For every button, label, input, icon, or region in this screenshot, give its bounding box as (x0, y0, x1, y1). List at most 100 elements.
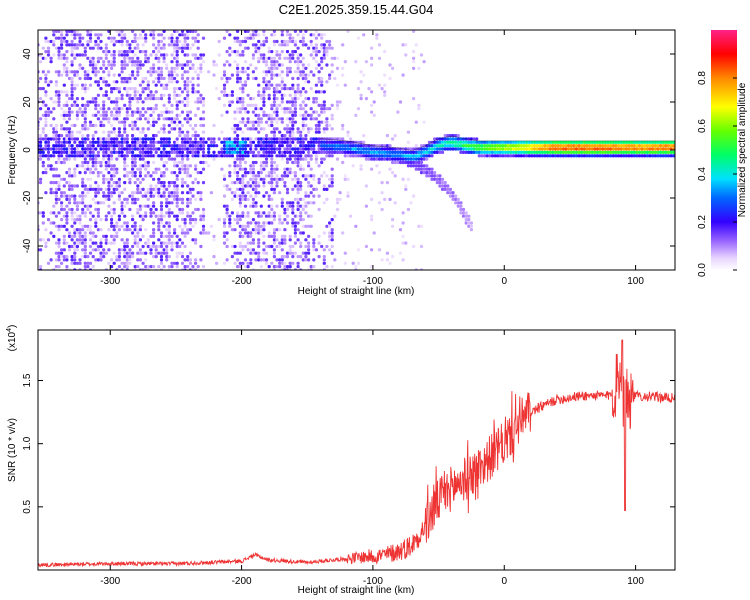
spectrogram-cell (637, 140, 642, 144)
spectrogram-cell (73, 83, 77, 87)
spectrogram-cell (254, 137, 258, 141)
spectrogram-cell (165, 63, 169, 67)
spectrogram-cell (535, 144, 539, 148)
spectrogram-cell (280, 80, 284, 84)
spectrogram-cell (461, 211, 466, 215)
spectrogram-cell (335, 147, 340, 151)
spectrogram-cell (188, 201, 192, 205)
spectrogram-cell (157, 113, 161, 117)
spectrogram-cell (233, 167, 237, 171)
spectrogram-cell (362, 33, 366, 37)
spectrogram-cell (538, 147, 542, 151)
spectrogram-cell (131, 137, 135, 141)
spectrogram-cell (477, 144, 481, 148)
spectrogram-cell (104, 241, 108, 245)
spectrogram-cell (280, 70, 284, 74)
spectrogram-cell (285, 150, 290, 154)
spectrogram-cell (128, 97, 132, 101)
spectrogram-cell (259, 120, 263, 124)
spectrogram-cell (307, 248, 311, 252)
spectrogram-cell (162, 191, 166, 195)
spectrogram-cell (307, 73, 311, 77)
spectrogram-cell (320, 103, 324, 107)
spectrogram-cell (170, 73, 174, 77)
spectrogram-cell (41, 130, 45, 134)
spectrogram-cell (270, 157, 274, 161)
spectrogram-cell (57, 238, 61, 242)
spectrogram-cell (233, 157, 237, 161)
spectrogram-cell (173, 39, 177, 44)
spectrogram-cell (257, 255, 261, 259)
spectrogram-cell (601, 144, 605, 148)
spectrogram-cell (125, 265, 129, 269)
spectrogram-cell (270, 177, 274, 181)
spectrogram-cell (60, 33, 64, 37)
spectrogram-cell (75, 30, 79, 33)
spectrogram-cell (330, 70, 334, 74)
spectrogram-cell (136, 100, 140, 104)
spectrogram-cell (128, 251, 132, 255)
spectrogram-cell (128, 60, 132, 64)
spectrogram-cell (645, 147, 649, 151)
spectrogram-cell (309, 174, 313, 178)
spectrogram-cell (280, 93, 284, 97)
spectrogram-cell (370, 167, 374, 171)
spectrogram-cell (401, 150, 405, 154)
spectrogram-cell (293, 214, 297, 218)
spectrogram-cell (288, 244, 292, 249)
spectrogram-cell (249, 127, 253, 131)
spectrogram-cell (128, 171, 132, 175)
spectrogram-cell (83, 46, 87, 50)
spectrogram-cell (60, 204, 64, 208)
spectrogram-cell (259, 56, 263, 60)
spectrogram-cell (343, 174, 347, 178)
spectrogram-cell (278, 221, 282, 225)
spectrogram-cell (99, 147, 103, 151)
spectrogram-cell (144, 117, 148, 121)
spectrogram-cell (370, 90, 374, 94)
spectrogram-cell (653, 144, 657, 148)
spectrogram-cell (498, 147, 502, 151)
spectrogram-cell (52, 117, 56, 121)
spectrogram-cell (136, 244, 140, 249)
spectrogram-cell (141, 90, 145, 94)
spectrogram-cell (138, 50, 142, 54)
spectrogram-cell (67, 207, 72, 212)
spectrogram-cell (102, 60, 106, 64)
spectrogram-cell (49, 60, 53, 64)
spectrogram-cell (149, 107, 153, 111)
spectrogram-cell (73, 211, 77, 215)
spectrogram-cell (136, 107, 140, 111)
spectrogram-cell (370, 214, 374, 218)
spectrogram-cell (398, 150, 403, 154)
spectrogram-cell (125, 107, 129, 111)
spectrogram-cell (464, 140, 468, 144)
spectrogram-cell (496, 154, 500, 158)
spectrogram-cell (94, 140, 98, 144)
spectrogram-cell (141, 150, 145, 154)
spectrogram-cell (180, 167, 185, 171)
spectrogram-cell (65, 90, 69, 94)
spectrogram-cell (81, 113, 85, 117)
spectrogram-cell (609, 154, 613, 158)
spectrogram-cell (199, 53, 203, 57)
spectrogram-cell (559, 140, 563, 144)
spectrogram-cell (419, 154, 424, 158)
spectrogram-cell (341, 140, 345, 144)
spectrogram-cell (54, 36, 58, 40)
spectrogram-cell (603, 147, 607, 151)
spectrogram-cell (291, 261, 295, 265)
spectrogram-cell (404, 53, 408, 57)
spectrogram-cell (293, 107, 297, 111)
spectrogram-cell (259, 167, 263, 171)
spectrogram-cell (88, 218, 93, 222)
spectrogram-cell (83, 87, 87, 91)
spectrogram-cell (451, 137, 455, 141)
spectrogram-cell (380, 157, 384, 161)
spectrogram-cell (493, 144, 497, 148)
spectrogram-cell (149, 147, 153, 151)
spectrogram-cell (180, 43, 185, 47)
spectrogram-cell (456, 140, 460, 144)
spectrogram-cell (238, 157, 242, 161)
spectrogram-cell (283, 238, 287, 242)
